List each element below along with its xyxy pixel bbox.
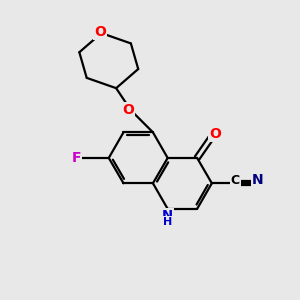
Text: O: O xyxy=(209,127,221,141)
Text: O: O xyxy=(122,103,134,117)
Text: C: C xyxy=(231,174,240,187)
Text: F: F xyxy=(72,151,81,165)
Text: H: H xyxy=(163,217,172,227)
Text: N: N xyxy=(162,209,173,222)
Text: O: O xyxy=(94,25,106,39)
Text: N: N xyxy=(252,173,263,187)
